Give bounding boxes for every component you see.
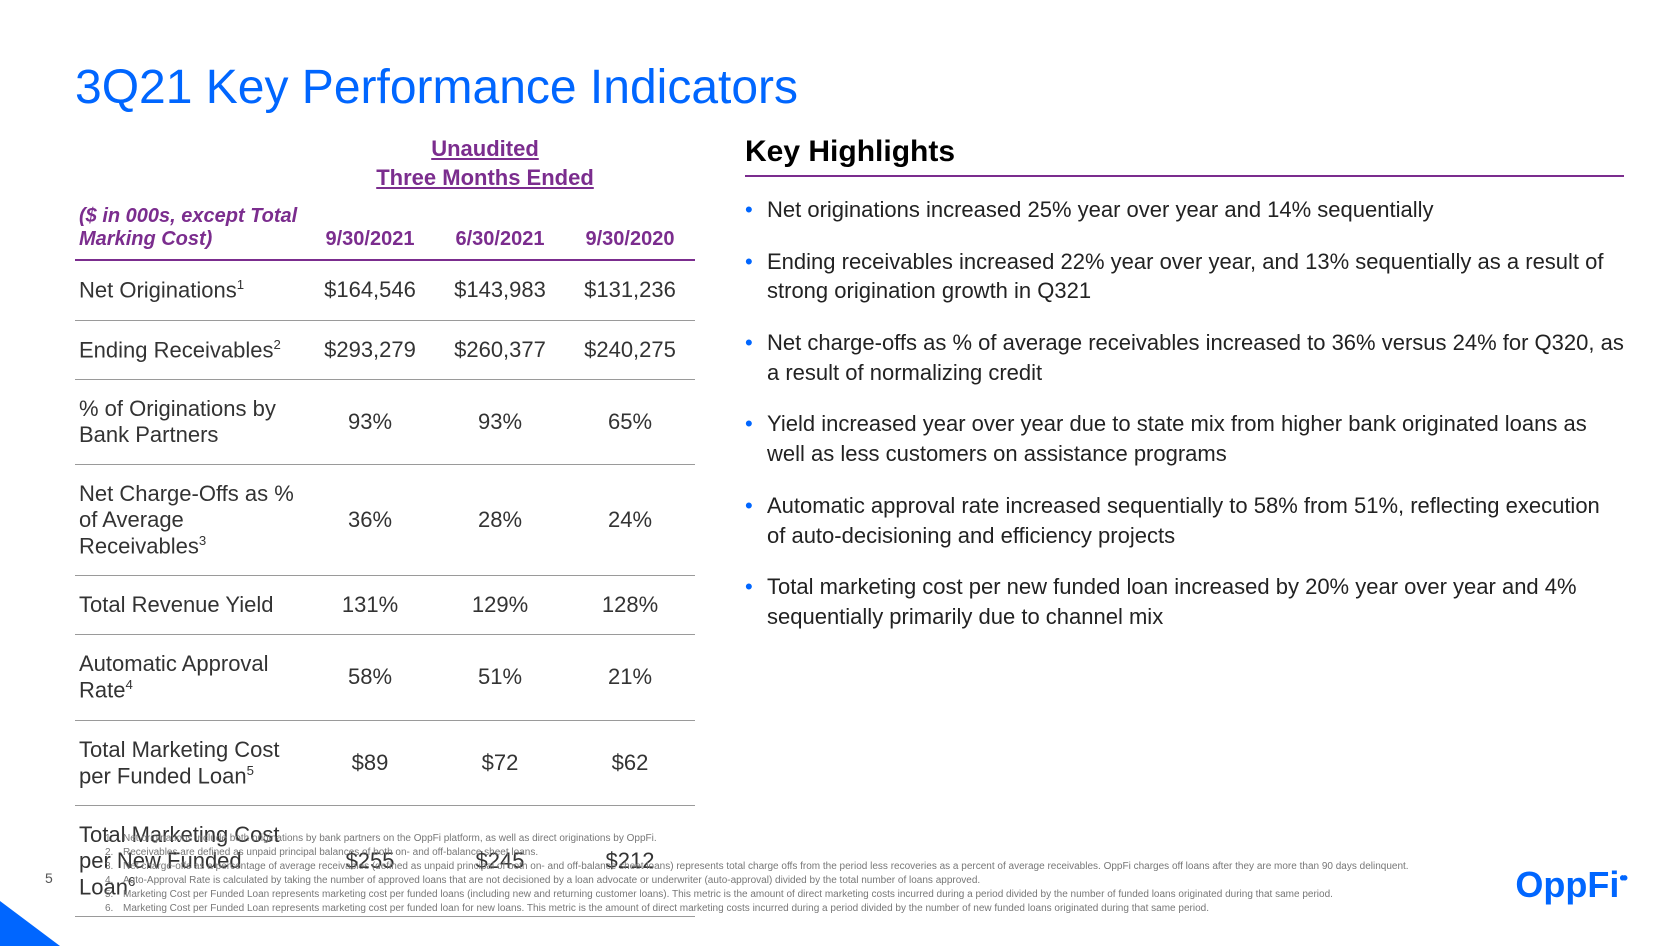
metric-value: 21% — [565, 635, 695, 720]
highlight-item: Automatic approval rate increased sequen… — [745, 491, 1624, 550]
metric-value: $143,983 — [435, 260, 565, 320]
metric-label: Net Originations1 — [75, 260, 305, 320]
footnote-item: 6. Marketing Cost per Funded Loan represe… — [105, 902, 1624, 916]
footnotes: 1. Net originations include both originat… — [75, 832, 1624, 916]
highlight-item: Net originations increased 25% year over… — [745, 195, 1624, 225]
highlights-section: Key Highlights Net originations increase… — [745, 135, 1624, 917]
footnote-number: 2. — [105, 846, 117, 860]
footnote-text: Net originations include both originatio… — [123, 832, 657, 846]
footnote-number: 4. — [105, 874, 117, 888]
footer: 5 1.Net originations include both origin… — [75, 832, 1624, 916]
table-row: % of Originations by Bank Partners93%93%… — [75, 379, 695, 464]
logo-dots-icon: •• — [1619, 868, 1624, 888]
footnote-item: 4. Auto-Approval Rate is calculated by ta… — [105, 874, 1624, 888]
footnote-number: 3. — [105, 860, 117, 874]
metric-value: $89 — [305, 720, 435, 805]
table-row: Automatic Approval Rate458%51%21% — [75, 635, 695, 720]
table-row: Total Revenue Yield131%129%128% — [75, 576, 695, 635]
corner-accent-icon — [0, 901, 60, 946]
metric-label: Net Charge-Offs as % of Average Receivab… — [75, 464, 305, 575]
footnote-number: 5. — [105, 888, 117, 902]
footnote-item: 5. Marketing Cost per Funded Loan represe… — [105, 888, 1624, 902]
footnote-text: Auto-Approval Rate is calculated by taki… — [123, 874, 980, 888]
metric-label: Total Marketing Cost per Funded Loan5 — [75, 720, 305, 805]
period-label-line2: Three Months Ended — [376, 165, 594, 190]
footnote-item: 2. Receivables are defined as unpaid prin… — [105, 846, 1624, 860]
metric-label: Ending Receivables2 — [75, 320, 305, 379]
table-row: Total Marketing Cost per Funded Loan5$89… — [75, 720, 695, 805]
table-header-note: ($ in 000s, except Total Marking Cost) — [75, 197, 305, 260]
footnote-number: 6. — [105, 902, 117, 916]
table-row: Net Originations1$164,546$143,983$131,23… — [75, 260, 695, 320]
page-number: 5 — [45, 870, 53, 886]
metric-value: 58% — [305, 635, 435, 720]
metric-value: $164,546 — [305, 260, 435, 320]
logo: OppFi•• — [1515, 864, 1624, 906]
metric-value: 93% — [305, 379, 435, 464]
metric-value: $62 — [565, 720, 695, 805]
footnote-text: Marketing Cost per Funded Loan represent… — [123, 888, 1333, 902]
col-header-1: 6/30/2021 — [435, 197, 565, 260]
metric-label: Automatic Approval Rate4 — [75, 635, 305, 720]
table-period-label: Unaudited Three Months Ended — [376, 135, 594, 192]
metric-value: 65% — [565, 379, 695, 464]
metric-value: 129% — [435, 576, 565, 635]
highlight-item: Yield increased year over year due to st… — [745, 409, 1624, 468]
metric-label: Total Revenue Yield — [75, 576, 305, 635]
metric-value: 131% — [305, 576, 435, 635]
table-row: Ending Receivables2$293,279$260,377$240,… — [75, 320, 695, 379]
footnote-text: Net charge-offs as a percentage of avera… — [123, 860, 1409, 874]
table-row: Net Charge-Offs as % of Average Receivab… — [75, 464, 695, 575]
metric-value: $293,279 — [305, 320, 435, 379]
footnote-item: 1. Net originations include both originat… — [105, 832, 1624, 846]
metric-value: $260,377 — [435, 320, 565, 379]
metric-value: 93% — [435, 379, 565, 464]
page-title: 3Q21 Key Performance Indicators — [75, 60, 1624, 115]
metric-label: % of Originations by Bank Partners — [75, 379, 305, 464]
footnote-text: Marketing Cost per Funded Loan represent… — [123, 902, 1209, 916]
kpi-table: ($ in 000s, except Total Marking Cost) 9… — [75, 197, 695, 917]
metric-value: 128% — [565, 576, 695, 635]
highlight-item: Total marketing cost per new funded loan… — [745, 572, 1624, 631]
metric-value: 24% — [565, 464, 695, 575]
period-label-line1: Unaudited — [431, 136, 539, 161]
col-header-0: 9/30/2021 — [305, 197, 435, 260]
highlight-item: Ending receivables increased 22% year ov… — [745, 247, 1624, 306]
footnote-text: Receivables are defined as unpaid princi… — [123, 846, 538, 860]
metric-value: 28% — [435, 464, 565, 575]
highlight-item: Net charge-offs as % of average receivab… — [745, 328, 1624, 387]
highlights-list: Net originations increased 25% year over… — [745, 195, 1624, 632]
metric-value: $240,275 — [565, 320, 695, 379]
logo-text: OppFi — [1515, 864, 1619, 905]
highlights-title: Key Highlights — [745, 135, 1624, 177]
metric-value: $131,236 — [565, 260, 695, 320]
metric-value: 36% — [305, 464, 435, 575]
metric-value: 51% — [435, 635, 565, 720]
col-header-2: 9/30/2020 — [565, 197, 695, 260]
kpi-table-section: Unaudited Three Months Ended ($ in 000s,… — [75, 135, 695, 917]
footnote-item: 3. Net charge-offs as a percentage of ave… — [105, 860, 1624, 874]
metric-value: $72 — [435, 720, 565, 805]
footnote-number: 1. — [105, 832, 117, 846]
